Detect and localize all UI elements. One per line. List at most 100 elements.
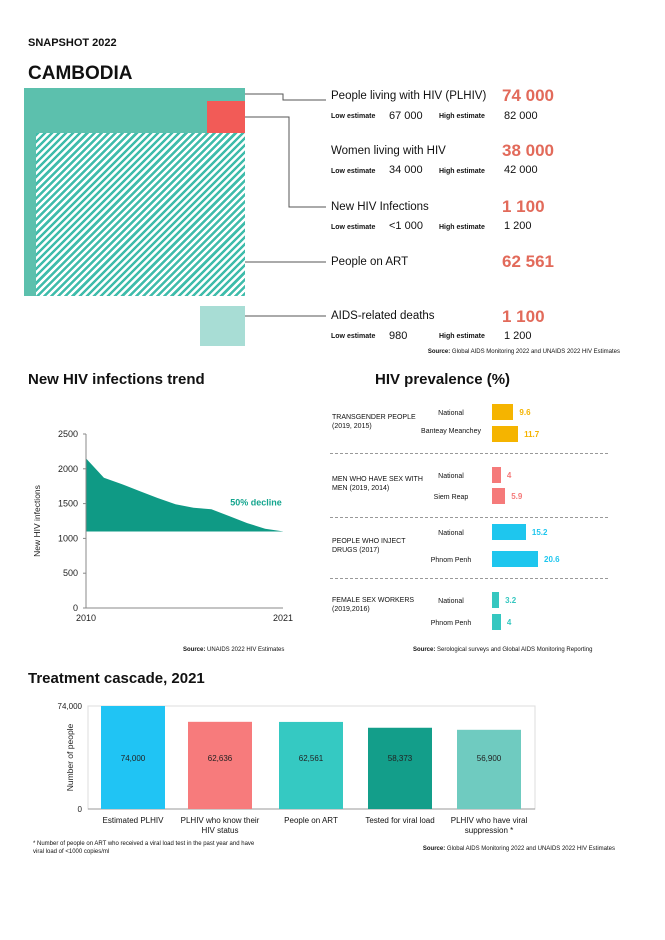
prevalence-row-label: National [438,598,464,605]
cascade-bar [368,727,432,809]
trend-chart: 0 500 1000 1500 2000 2500 2010 2021 New HIV infe… [32,429,293,623]
prevalence-bar [492,592,500,608]
women-low-value: 34 000 [389,164,423,176]
cascade-value-label: 62,636 [208,754,233,763]
cascade-value-label: 74,000 [121,754,146,763]
trend-y-tick-label: 2000 [58,464,78,474]
deaths-low-label: Low estimate [331,333,376,340]
women-low-label: Low estimate [331,168,376,175]
plhiv-low-label: Low estimate [331,113,376,120]
prevalence-value: 3.2 [505,596,517,605]
trend-y-tick-label: 2500 [58,429,78,439]
women-value: 38 000 [502,141,554,160]
cascade-chart: 0 74,000 Number of people 74,000 62,636 62,56… [58,702,536,814]
deaths-value: 1 100 [502,307,545,326]
deaths-label: AIDS-related deaths [331,310,435,322]
infections-label: New HIV Infections [331,201,429,213]
trend-y-tick-label: 0 [73,603,78,613]
prevalence-title: HIV prevalence (%) [375,371,511,388]
prevalence-bar [492,488,506,504]
cascade-footnote: * Number of people on ART who received a… [33,841,255,855]
trend-source: Source: UNAIDS 2022 HIV Estimates [183,647,285,653]
infections-low-value: <1 000 [389,220,423,232]
women-high-value: 42 000 [504,164,538,176]
cascade-value-label: 56,900 [477,754,502,763]
cascade-category-label: PLHIV who know their HIV status [180,816,260,835]
women-label: Women living with HIV [331,145,446,157]
prevalence-row-label: Phnom Penh [430,620,472,627]
prevalence-group-name: MEN WHO HAVE SEX WITH MEN (2019, 2014) [332,476,423,492]
prevalence-divider [330,578,608,579]
cascade-bar [279,721,343,809]
prevalence-row-label: Siem Reap [433,494,469,501]
prevalence-divider [330,517,608,518]
cascade-bar [457,729,521,809]
trend-x-tick-label: 2021 [273,613,293,623]
trend-y-tick-label: 500 [63,568,78,578]
connector-plhiv [245,93,326,101]
art-hatched-square [36,133,245,296]
prevalence-value: 11.7 [524,430,540,439]
connector-infections [245,116,326,208]
connector-lines [245,93,326,317]
cascade-bar [101,706,165,809]
cascade-bar [188,721,252,809]
prevalence-value: 4 [506,618,512,627]
prevalence-row-label: National [438,530,464,537]
cascade-value-label: 58,373 [388,754,413,763]
infections-low-label: Low estimate [331,224,376,231]
prevalence-source: Source: Serological surveys and Global A… [413,647,593,653]
prevalence-value: 20.6 [544,555,560,564]
cascade-category-label: People on ART [284,816,338,825]
cascade-title: Treatment cascade, 2021 [28,670,205,687]
plhiv-high-value: 82 000 [504,110,538,122]
art-value: 62 561 [502,252,554,271]
infections-value: 1 100 [502,197,545,216]
cascade-category-label: Estimated PLHIV [102,816,164,825]
women-high-label: High estimate [439,168,485,175]
cascade-category-label: PLHIV who have viral suppression * [450,816,528,835]
snapshot-label: SNAPSHOT 2022 [28,37,117,49]
key-stats-source: Source: Global AIDS Monitoring 2022 and … [427,349,620,355]
deaths-low-value: 980 [389,330,408,342]
prevalence-row-label: National [438,410,464,417]
trend-x-tick-label: 2010 [76,613,96,623]
prevalence-bar [492,614,501,630]
infections-high-value: 1 200 [504,220,532,232]
cascade-y-tick-label: 0 [78,805,83,814]
deaths-high-value: 1 200 [504,330,532,342]
cascade-value-label: 62,561 [299,754,324,763]
trend-y-axis-label: New HIV infections [32,485,42,557]
prevalence-bar [492,467,501,483]
infections-square [207,101,245,133]
plhiv-value: 74 000 [502,86,554,105]
prevalence-bar [492,426,519,442]
infections-high-label: High estimate [439,224,485,231]
art-label: People on ART [331,256,409,268]
prevalence-group-name: TRANSGENDER PEOPLE (2019, 2015) [332,414,416,430]
plhiv-low-value: 67 000 [389,110,423,122]
deaths-high-label: High estimate [439,333,485,340]
prevalence-row-label: Banteay Meanchey [421,428,481,435]
prevalence-bar [492,404,514,420]
prevalence-group-name: PEOPLE WHO INJECT DRUGS (2017) [332,538,406,554]
trend-y-tick-label: 1500 [58,499,78,509]
trend-area [86,458,283,532]
prevalence-value: 9.6 [519,408,531,417]
cascade-y-tick-label: 74,000 [58,702,83,711]
prevalence-bar [492,524,526,540]
country-title: CAMBODIA [28,63,133,84]
plhiv-label: People living with HIV (PLHIV) [331,90,487,102]
prevalence-bar [492,551,538,567]
trend-y-tick-label: 1000 [58,533,78,543]
cascade-source: Source: Global AIDS Monitoring 2022 and … [422,846,615,852]
prevalence-value: 5.9 [511,492,523,501]
prevalence-divider [330,453,608,454]
cascade-category-label: Tested for viral load [365,816,435,825]
prevalence-row-label: Phnom Penh [430,557,472,564]
prevalence-row-label: National [438,473,464,480]
prevalence-group-name: FEMALE SEX WORKERS (2019,2016) [332,597,415,613]
trend-title: New HIV infections trend [28,371,205,388]
cascade-y-axis-label: Number of people [65,723,75,791]
trend-annotation: 50% decline [230,498,282,508]
